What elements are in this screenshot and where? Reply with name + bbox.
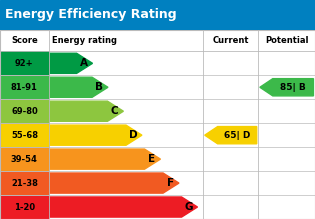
Bar (0, 51, 49, 75)
Text: A: A (80, 58, 88, 68)
Text: 69-80: 69-80 (11, 107, 38, 116)
Bar (0, 75, 49, 99)
Bar (0, 123, 49, 147)
Bar (0, 171, 49, 195)
Text: Potential: Potential (265, 36, 308, 45)
Polygon shape (49, 149, 160, 169)
Text: Current: Current (213, 36, 249, 45)
Text: 81-91: 81-91 (11, 83, 38, 92)
Text: B: B (95, 82, 103, 92)
Polygon shape (49, 77, 108, 97)
Text: 92+: 92+ (15, 59, 34, 68)
Text: 55-68: 55-68 (11, 131, 38, 140)
Polygon shape (49, 125, 142, 145)
Text: Score: Score (11, 36, 38, 45)
Polygon shape (49, 197, 198, 217)
Text: 21-38: 21-38 (11, 178, 38, 188)
Text: Energy rating: Energy rating (52, 36, 117, 45)
Text: C: C (111, 106, 118, 116)
Polygon shape (49, 53, 93, 73)
Bar (0, 30, 315, 51)
Text: F: F (167, 178, 174, 188)
Polygon shape (205, 127, 257, 144)
Text: D: D (129, 130, 137, 140)
Bar (0, 99, 49, 123)
Text: 85| B: 85| B (280, 83, 306, 92)
Text: 39-54: 39-54 (11, 155, 38, 164)
Bar (0, 147, 49, 171)
Polygon shape (49, 173, 179, 193)
Text: E: E (148, 154, 155, 164)
Polygon shape (49, 101, 123, 121)
Text: Energy Efficiency Rating: Energy Efficiency Rating (5, 8, 176, 21)
Polygon shape (260, 79, 313, 96)
Text: 65| D: 65| D (224, 131, 250, 140)
Text: 1-20: 1-20 (14, 203, 35, 212)
Bar (0, 195, 49, 219)
Text: G: G (185, 202, 193, 212)
